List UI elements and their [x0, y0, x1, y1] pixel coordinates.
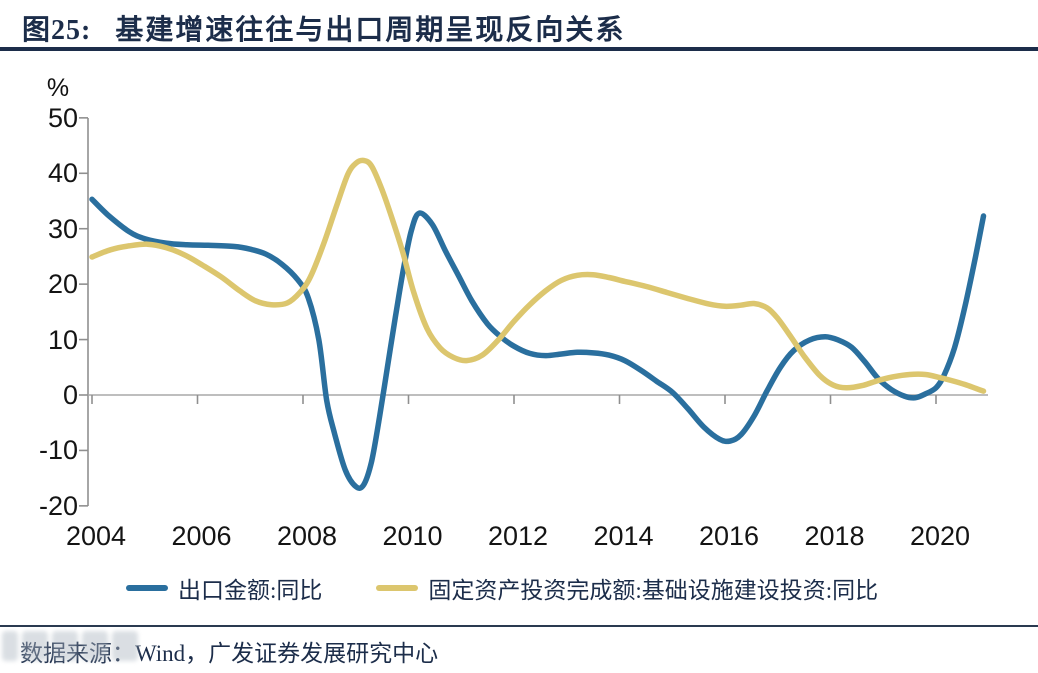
x-tick-label: 2004: [65, 521, 127, 551]
x-tick-label: 2010: [382, 521, 443, 551]
x-tick-label: 2016: [698, 521, 760, 551]
legend-item-export: 出口金额:同比: [126, 571, 322, 605]
chart-legend: 出口金额:同比 固定资产投资完成额:基础设施建设投资:同比: [126, 571, 878, 605]
y-tick-label: -20: [38, 490, 78, 521]
legend-label-export: 出口金额:同比: [178, 578, 323, 603]
y-tick-label: 20: [47, 269, 78, 300]
axis-layer: [79, 117, 988, 507]
y-tick-label: 10: [47, 324, 78, 355]
x-tick-label: 2006: [171, 521, 232, 551]
data-source-note: 数据来源：Wind，广发证券发展研究中心: [20, 641, 439, 666]
figure-number: 图25:: [22, 15, 92, 46]
y-tick-label: -10: [38, 435, 78, 466]
y-tick-label: 30: [47, 213, 78, 244]
y-tick-label: 40: [47, 158, 78, 189]
series-layer: [89, 157, 987, 491]
y-axis-unit-label: %: [46, 74, 70, 102]
y-tick-label: 0: [62, 380, 78, 410]
x-tick-label: 2014: [593, 521, 654, 551]
x-tick-label: 2018: [804, 521, 865, 551]
title-underline: [0, 47, 1038, 51]
figure-title-text: 基建增速往往与出口周期呈现反向关系: [115, 15, 626, 46]
series-line-infrastructure: [89, 157, 987, 394]
x-tick-label: 2012: [487, 521, 549, 551]
footer-separator: [0, 625, 1038, 627]
x-tick-label: 2008: [276, 521, 338, 551]
legend-label-infrastructure: 固定资产投资完成额:基础设施建设投资:同比: [428, 578, 879, 603]
y-tick-label: 50: [47, 102, 78, 133]
legend-item-infrastructure: 固定资产投资完成额:基础设施建设投资:同比: [376, 571, 878, 605]
legend-swatch-infrastructure: [376, 585, 419, 591]
series-line-export: [89, 196, 987, 491]
x-tick-label: 2020: [909, 521, 971, 551]
figure-title: 图25: 基建增速往往与出口周期呈现反向关系: [22, 8, 1022, 48]
legend-swatch-export: [126, 585, 168, 591]
watermark: [2, 631, 138, 661]
